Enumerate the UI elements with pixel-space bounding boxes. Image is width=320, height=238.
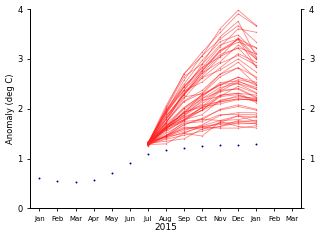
Y-axis label: Anomaly (deg C): Anomaly (deg C) bbox=[5, 74, 14, 144]
X-axis label: 2015: 2015 bbox=[155, 223, 177, 233]
